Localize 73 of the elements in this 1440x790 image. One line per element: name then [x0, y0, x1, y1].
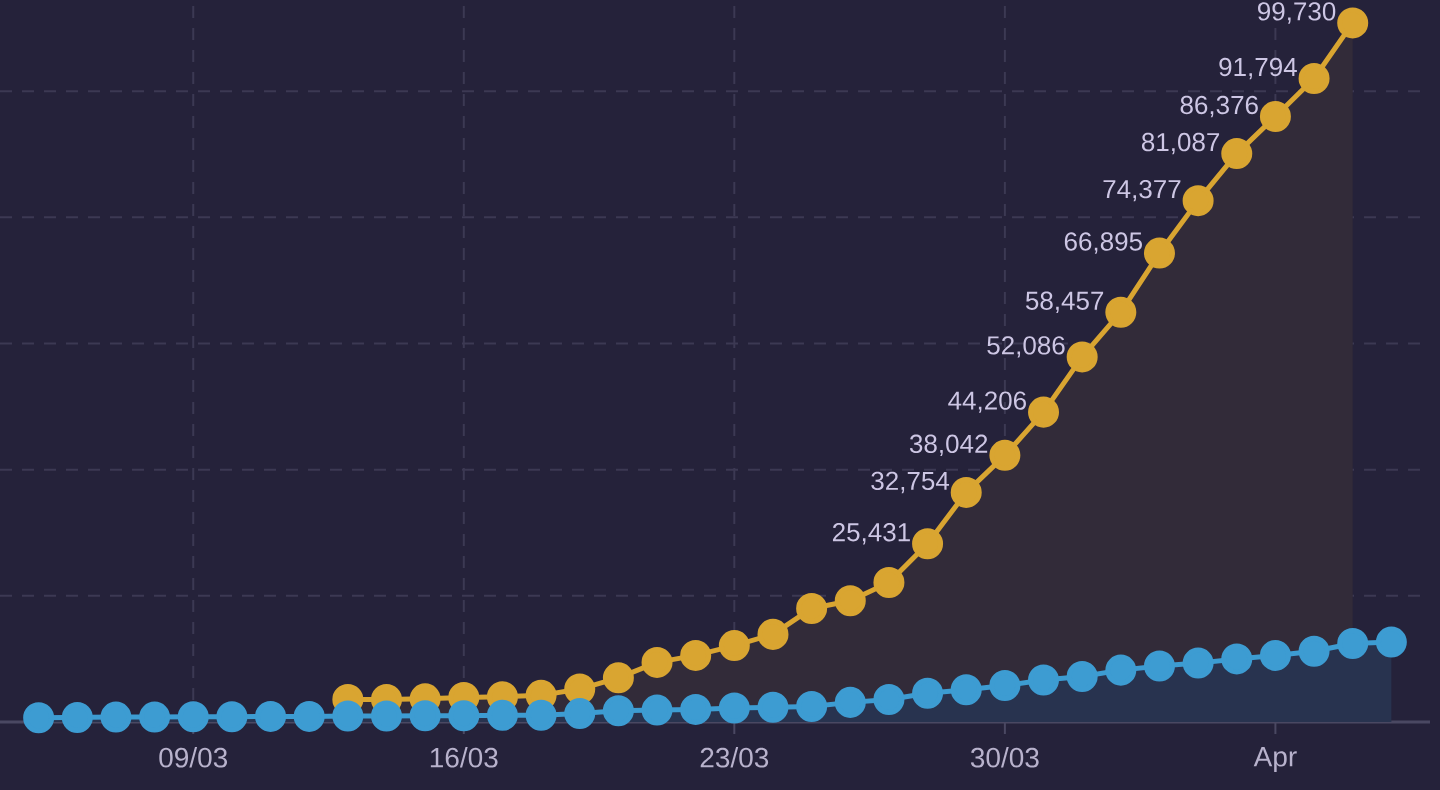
point [834, 585, 866, 617]
point [370, 700, 402, 732]
data-label: 52,086 [987, 336, 1065, 358]
data-label: 25,431 [832, 522, 910, 545]
x-tick-label: 30/03 [970, 747, 1039, 768]
point [680, 639, 712, 671]
x-tick-label: 16/03 [430, 747, 498, 768]
data-label: 66,895 [1064, 232, 1142, 254]
point [718, 630, 750, 662]
point [564, 698, 596, 730]
point [989, 439, 1021, 471]
point [1337, 7, 1369, 39]
point [1182, 647, 1214, 679]
point [61, 701, 93, 733]
point [796, 592, 828, 624]
data-label: 32,754 [871, 471, 950, 494]
point [486, 699, 518, 731]
data-label: 74,377 [1103, 179, 1181, 202]
point [139, 701, 171, 733]
point [757, 618, 789, 650]
data-label: 86,376 [1180, 95, 1258, 118]
point [448, 700, 480, 732]
point [1105, 296, 1137, 328]
point [1105, 654, 1137, 686]
point [177, 701, 209, 733]
point [950, 674, 982, 706]
point [641, 694, 673, 726]
point [912, 528, 944, 560]
x-tick-label: 09/03 [159, 747, 228, 768]
point [1259, 101, 1291, 133]
point [1337, 627, 1369, 659]
data-label: 91,794 [1219, 57, 1297, 80]
point [680, 693, 712, 725]
point [873, 684, 905, 716]
data-label: 99,730 [1258, 2, 1336, 24]
point [1259, 639, 1291, 671]
x-tick-label: Apr [1253, 747, 1297, 773]
point [1143, 650, 1175, 682]
point [834, 686, 866, 718]
point [950, 476, 982, 508]
point [1221, 138, 1253, 170]
point [100, 701, 132, 733]
point [1028, 396, 1060, 428]
point [641, 646, 673, 678]
point [332, 700, 364, 732]
point [602, 695, 634, 727]
point [718, 692, 750, 724]
point [602, 662, 634, 694]
point [757, 691, 789, 723]
data-label: 38,042 [909, 434, 988, 457]
point [255, 700, 287, 732]
point [1375, 626, 1407, 658]
data-label: 58,457 [1025, 291, 1104, 313]
x-tick-label: 23/03 [700, 747, 769, 768]
point [216, 701, 248, 733]
point [1028, 664, 1060, 696]
point [1066, 341, 1098, 373]
point [525, 699, 557, 731]
data-label: 44,206 [948, 391, 1026, 413]
point [796, 691, 828, 723]
point [409, 700, 441, 732]
point [1143, 237, 1175, 269]
point [1298, 635, 1330, 667]
point [1298, 63, 1330, 95]
point [1066, 660, 1098, 692]
data-label: 81,087 [1141, 132, 1220, 155]
point [1182, 185, 1214, 217]
point [912, 677, 944, 709]
point [23, 702, 55, 734]
point [293, 700, 325, 732]
point [873, 567, 905, 599]
point [1221, 643, 1253, 675]
point [989, 670, 1021, 702]
